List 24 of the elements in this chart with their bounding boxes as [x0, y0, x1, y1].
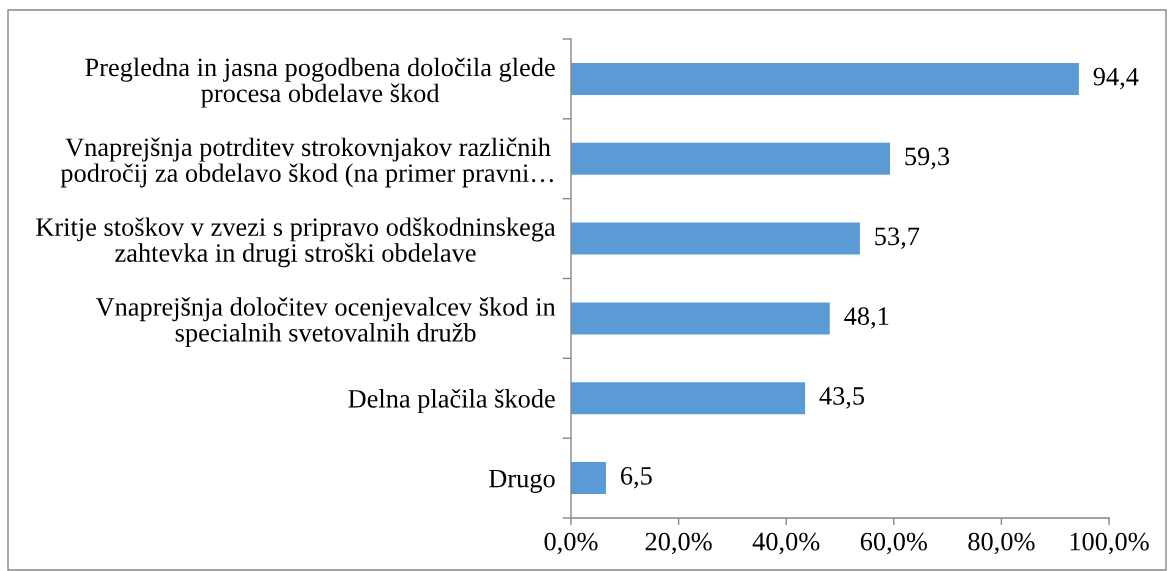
y-tick-label: Pregledna in jasna pogodbena določila glede procesa obdelave škod — [85, 57, 555, 108]
y-tick-label: Vnaprejšnja določitev ocenjevalcev škod in specialnih svetovalnih družb — [95, 297, 556, 348]
x-tick-label: 60,0% — [860, 532, 927, 555]
bar — [571, 222, 860, 255]
bar — [571, 382, 806, 415]
y-tick-label: Vnaprejšnja potrditev strokovnjakov različnih področij za obdelavo škod (na primer pravni… — [60, 137, 553, 188]
data-label: 48,1 — [844, 307, 889, 329]
y-tick-label: Delna plačila škode — [348, 389, 555, 414]
data-label: 6,5 — [620, 466, 652, 489]
data-label: 94,4 — [1093, 67, 1139, 90]
y-tick-label: Drugo — [489, 469, 555, 493]
data-label: 43,5 — [819, 387, 865, 409]
x-tick-label: 40,0% — [752, 532, 820, 555]
x-tick-label: 20,0% — [645, 532, 712, 555]
bar — [571, 62, 1079, 95]
data-label: 59,3 — [905, 147, 950, 170]
x-tick-label: 100,0% — [1070, 532, 1149, 555]
bar — [571, 302, 830, 335]
bar — [571, 462, 606, 495]
x-tick-label: 80,0% — [968, 532, 1035, 555]
x-tick-label: 0,0% — [544, 532, 598, 555]
bar — [571, 142, 891, 175]
data-label: 53,7 — [875, 227, 920, 249]
y-tick-label: Kritje stoškov v zvezi s pripravo odškodninskega zahtevka in drugi stroški obdelave — [36, 217, 556, 268]
